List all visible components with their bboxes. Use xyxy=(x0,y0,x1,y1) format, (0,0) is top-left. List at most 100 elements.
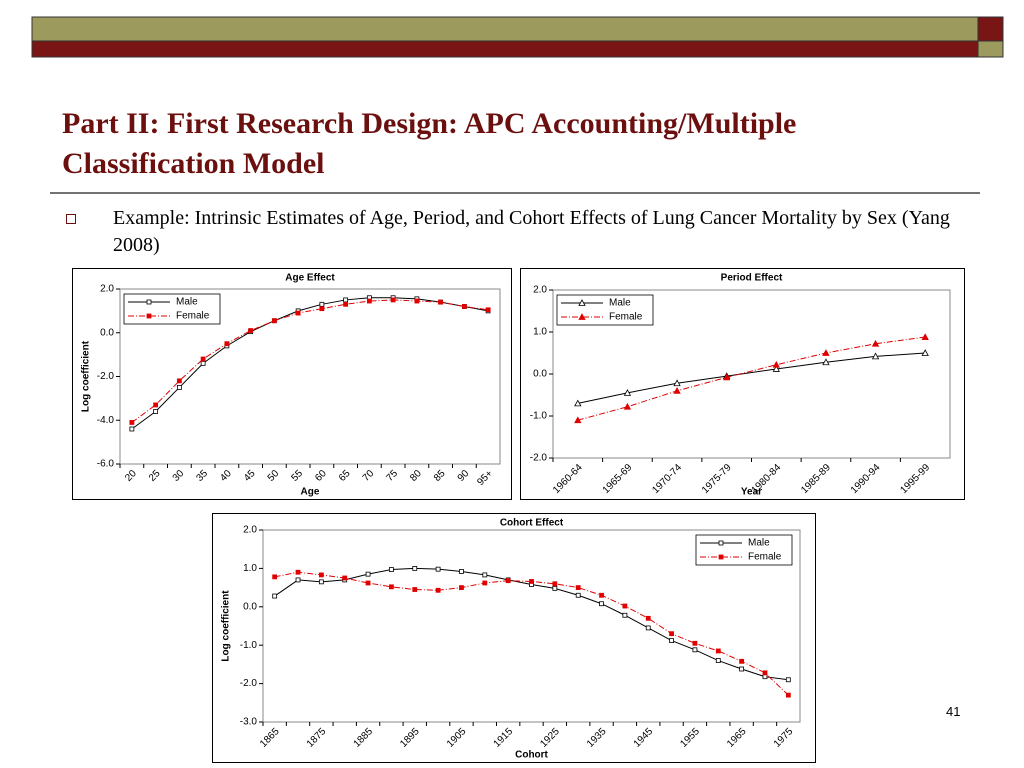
marker xyxy=(129,426,135,432)
chart: Age Effect -6.0 -4.0 -2.0 0.0 2.0 20 25 30 35 40 45… xyxy=(72,268,512,500)
legend-marker xyxy=(578,299,586,306)
marker xyxy=(459,585,464,590)
x-tick-label: 1935 xyxy=(585,726,609,750)
chart: Period Effect -2.0 -1.0 0.0 1.0 2.0 1960-64 196… xyxy=(520,268,965,500)
y-axis-label: Log coefficient xyxy=(221,590,232,662)
y-tick-label: 0.0 xyxy=(100,327,114,338)
series-line xyxy=(274,571,789,696)
y-tick-label: -2.0 xyxy=(240,678,258,689)
marker xyxy=(414,298,420,304)
x-tick-label: 20 xyxy=(123,468,139,484)
legend-label: Male xyxy=(176,297,198,308)
x-tick-label: 50 xyxy=(266,468,282,484)
y-tick-label: 2.0 xyxy=(533,285,547,296)
y-tick-label: -2.0 xyxy=(97,371,115,382)
marker xyxy=(343,297,349,303)
x-tick-label: 1915 xyxy=(492,726,516,750)
legend-box xyxy=(123,293,221,325)
y-tick-label: 0.0 xyxy=(243,601,257,612)
y-axis-label: Log coefficient xyxy=(81,340,92,412)
marker xyxy=(623,402,632,410)
marker xyxy=(224,341,230,347)
page-number: 41 xyxy=(946,704,961,719)
x-axis-label: Cohort xyxy=(515,750,548,761)
marker xyxy=(129,420,135,425)
plot-area xyxy=(262,529,801,723)
marker xyxy=(153,409,159,414)
x-tick-label: 1965 xyxy=(725,726,749,750)
marker xyxy=(822,358,830,366)
marker xyxy=(772,365,780,372)
marker xyxy=(272,574,278,580)
chart-frame xyxy=(72,268,512,500)
marker xyxy=(412,587,418,592)
marker xyxy=(459,569,464,574)
marker xyxy=(272,593,278,599)
marker xyxy=(552,585,558,591)
chart-title: Cohort Effect xyxy=(500,518,564,529)
x-tick-label: 1945 xyxy=(632,726,656,750)
y-tick-label: -6.0 xyxy=(97,459,115,470)
x-tick-label: 1955 xyxy=(678,726,702,750)
marker xyxy=(739,666,745,672)
marker xyxy=(529,579,534,584)
x-tick-label: 1875 xyxy=(305,726,329,750)
marker xyxy=(599,592,604,598)
x-tick-label: 1985-89 xyxy=(799,462,833,496)
marker xyxy=(319,301,325,307)
marker xyxy=(692,647,698,653)
marker xyxy=(435,587,441,593)
x-tick-label: 45 xyxy=(242,468,258,484)
x-tick-label: 55 xyxy=(289,468,305,484)
marker xyxy=(248,328,254,333)
chart-frame xyxy=(212,513,816,763)
legend-label: Male xyxy=(609,298,631,309)
marker xyxy=(723,373,731,381)
marker xyxy=(715,648,721,654)
marker xyxy=(200,360,206,366)
series-line xyxy=(577,352,926,404)
marker xyxy=(574,416,582,424)
x-tick-label: 75 xyxy=(384,468,400,484)
marker xyxy=(153,402,159,408)
x-tick-label: 30 xyxy=(171,468,187,484)
marker xyxy=(485,307,491,313)
x-tick-label: 95+ xyxy=(475,468,495,488)
x-tick-label: 40 xyxy=(218,468,234,484)
marker xyxy=(505,578,511,584)
marker xyxy=(319,306,325,312)
x-tick-label: 1885 xyxy=(352,726,376,750)
marker xyxy=(575,585,581,590)
x-tick-label: 1960-64 xyxy=(551,462,585,496)
chart-frame xyxy=(520,268,965,500)
x-tick-label: 1965-69 xyxy=(601,462,635,496)
marker xyxy=(295,577,301,583)
legend-marker xyxy=(718,554,724,560)
legend-label: Female xyxy=(748,552,782,563)
x-tick-label: 65 xyxy=(337,468,353,484)
y-tick-label: 0.0 xyxy=(533,369,547,380)
series-line xyxy=(577,336,926,421)
y-tick-label: -4.0 xyxy=(97,415,115,426)
marker xyxy=(365,580,371,586)
marker xyxy=(318,572,324,578)
bullet-marker xyxy=(66,214,76,224)
legend-box xyxy=(695,534,793,566)
marker xyxy=(623,389,632,396)
marker xyxy=(785,692,791,698)
x-tick-label: 35 xyxy=(194,468,210,484)
marker xyxy=(461,304,467,309)
legend-marker xyxy=(146,299,152,305)
x-axis-label: Age xyxy=(301,487,320,498)
y-tick-label: -1.0 xyxy=(240,640,258,651)
x-tick-label: 90 xyxy=(456,468,472,484)
marker xyxy=(645,615,651,621)
marker xyxy=(366,298,372,304)
marker xyxy=(785,677,791,683)
x-tick-label: 60 xyxy=(313,468,329,484)
x-tick-label: 85 xyxy=(432,468,448,484)
y-tick-label: 2.0 xyxy=(243,525,257,536)
marker xyxy=(342,575,348,581)
legend-marker xyxy=(718,540,724,546)
